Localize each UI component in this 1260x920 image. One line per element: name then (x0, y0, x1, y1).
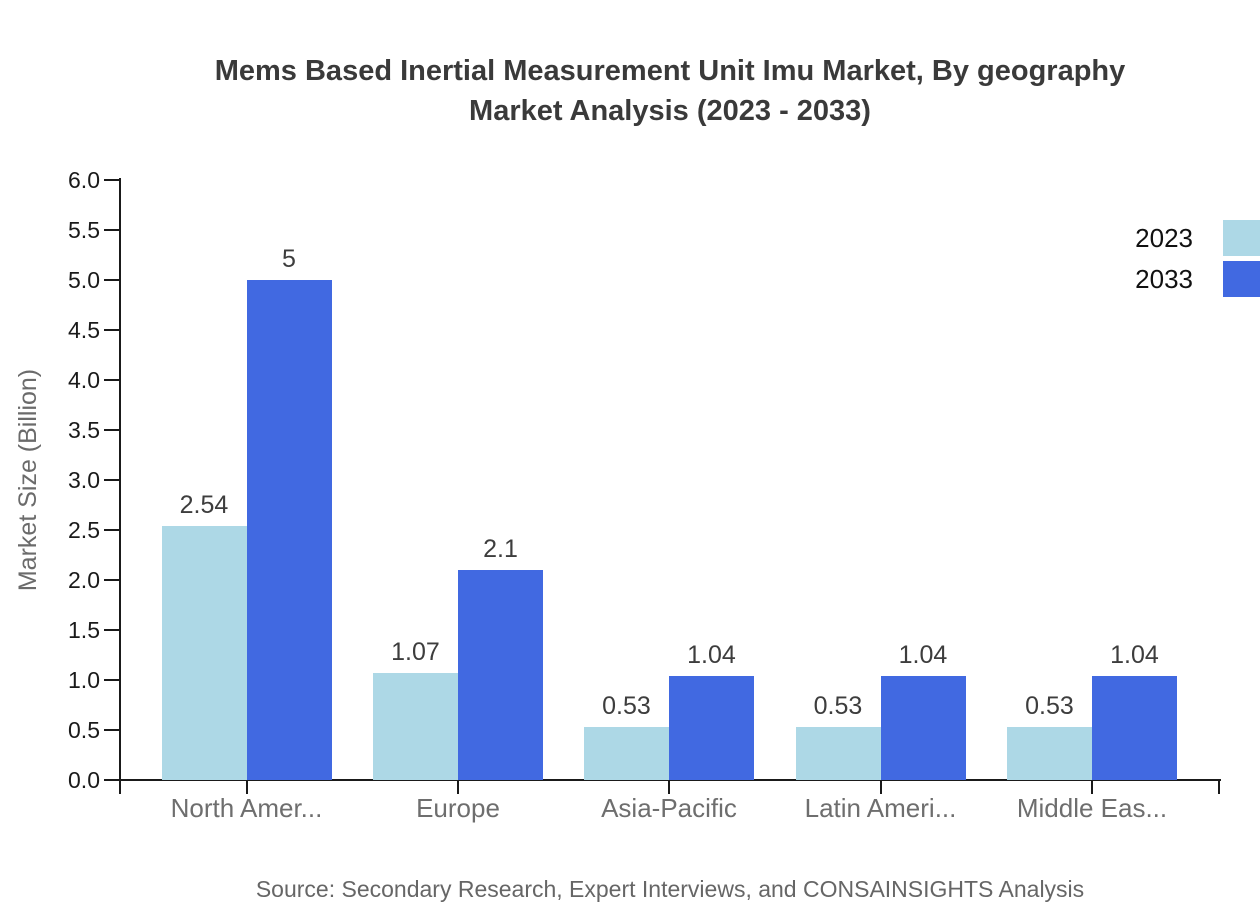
x-axis-line (119, 779, 1221, 781)
bar-value-label: 2.1 (483, 535, 518, 563)
y-tick-label: 5.0 (68, 267, 100, 293)
y-tick-label: 0.5 (68, 717, 100, 743)
x-axis-tick (245, 780, 248, 794)
bar-value-label: 2.54 (179, 491, 229, 519)
bar-2023-3 (584, 727, 669, 780)
y-tick-label: 3.0 (68, 467, 100, 493)
y-axis-tick (104, 629, 120, 631)
legend-swatch-2023 (1223, 220, 1260, 256)
legend-swatch-2033 (1223, 261, 1260, 297)
legend-item-2023: 2023 (1135, 220, 1260, 256)
chart-title-line2: Market Analysis (2023 - 2033) (469, 95, 871, 127)
bar-value-label: 1.04 (1110, 641, 1159, 669)
bar-2033-3 (669, 676, 754, 780)
x-axis-tick (1091, 780, 1093, 794)
bar-2033-1 (246, 280, 332, 780)
y-tick-label: 1.5 (68, 617, 100, 643)
bar-2033-2 (458, 570, 543, 780)
y-tick-label: 5.5 (68, 217, 100, 243)
y-axis-tick (104, 379, 120, 381)
x-category-label: Middle Eas... (1016, 793, 1168, 823)
y-tick-label: 4.0 (68, 367, 100, 393)
bar-value-label: 1.04 (687, 641, 736, 669)
bar-value-label: 1.07 (391, 638, 440, 666)
y-tick-label: 3.5 (68, 417, 100, 443)
y-tick-label: 2.5 (68, 517, 100, 543)
source-note: Source: Secondary Research, Expert Inter… (255, 876, 1085, 902)
chart-title: Mems Based Inertial Measurement Unit Imu… (80, 51, 1260, 131)
bar-value-label: 5 (282, 245, 296, 273)
y-axis-tick (104, 229, 120, 231)
bar-value-label: 0.53 (602, 692, 651, 720)
y-axis-tick (104, 729, 120, 731)
y-axis-tick (104, 679, 120, 681)
bar-2033-4 (880, 676, 966, 780)
y-axis-tick (104, 779, 120, 781)
x-axis-tick (879, 780, 882, 794)
bar-2033-5 (1092, 676, 1177, 780)
x-axis-tick (1218, 780, 1220, 794)
chart-title-line1: Mems Based Inertial Measurement Unit Imu… (214, 55, 1126, 87)
y-axis-tick (104, 179, 120, 181)
x-category-label: Latin Ameri... (804, 793, 957, 823)
bar-2023-2 (373, 673, 458, 780)
x-axis-tick (457, 780, 459, 794)
bar-value-label: 0.53 (813, 692, 863, 720)
legend: 2023 2033 (1135, 220, 1260, 302)
y-axis-tick (104, 279, 120, 281)
bar-value-label: 1.04 (898, 641, 948, 669)
legend-label-2033: 2033 (1135, 264, 1193, 294)
legend-item-2033: 2033 (1135, 261, 1260, 297)
y-axis-tick (104, 329, 120, 331)
y-tick-label: 2.0 (68, 567, 100, 593)
y-axis-tick (104, 429, 120, 431)
y-tick-label: 4.5 (68, 317, 100, 343)
y-axis-line (119, 178, 121, 794)
x-category-label: North Amer... (170, 793, 323, 823)
y-axis-tick (104, 579, 120, 581)
y-tick-label: 1.0 (68, 667, 100, 693)
bar-value-label: 0.53 (1025, 692, 1074, 720)
bar-2023-5 (1007, 727, 1092, 780)
y-axis-tick (104, 479, 120, 481)
y-tick-label: 0.0 (68, 767, 100, 793)
y-axis-tick (104, 529, 120, 531)
bar-2023-4 (795, 727, 881, 780)
x-category-label: Europe (416, 793, 500, 823)
bar-2023-1 (161, 526, 247, 780)
y-tick-label: 6.0 (68, 167, 100, 193)
x-category-label: Asia-Pacific (601, 793, 737, 823)
x-axis-tick (668, 780, 670, 794)
legend-label-2023: 2023 (1135, 223, 1193, 253)
